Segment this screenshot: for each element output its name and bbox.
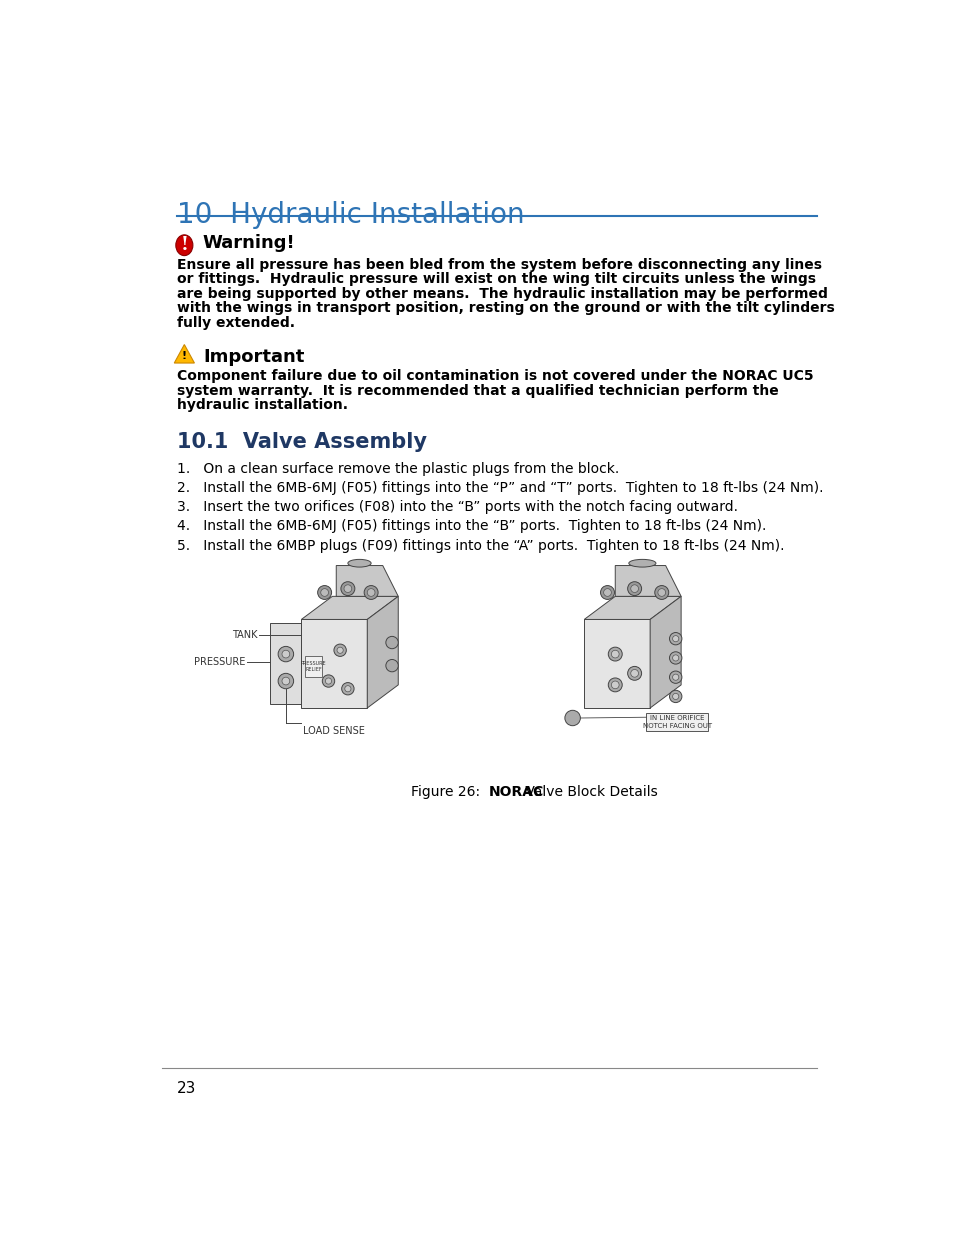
Circle shape xyxy=(608,647,621,661)
Circle shape xyxy=(669,690,681,703)
Circle shape xyxy=(325,678,332,684)
Text: PRESSURE
RELIEF: PRESSURE RELIEF xyxy=(300,661,326,672)
Text: Figure 26:: Figure 26: xyxy=(411,785,488,799)
Polygon shape xyxy=(615,566,680,597)
Polygon shape xyxy=(335,566,397,597)
Circle shape xyxy=(672,674,679,680)
Circle shape xyxy=(564,710,579,726)
FancyBboxPatch shape xyxy=(305,656,322,677)
Text: !: ! xyxy=(182,351,187,361)
Polygon shape xyxy=(583,597,680,620)
Circle shape xyxy=(627,667,641,680)
Circle shape xyxy=(322,674,335,687)
Text: 23: 23 xyxy=(177,1082,196,1097)
Text: Valve Block Details: Valve Block Details xyxy=(521,785,658,799)
Polygon shape xyxy=(367,597,397,708)
Ellipse shape xyxy=(348,559,371,567)
Text: system warranty.  It is recommended that a qualified technician perform the: system warranty. It is recommended that … xyxy=(177,384,779,398)
Text: hydraulic installation.: hydraulic installation. xyxy=(177,399,348,412)
Text: with the wings in transport position, resting on the ground or with the tilt cyl: with the wings in transport position, re… xyxy=(177,301,834,315)
Circle shape xyxy=(630,585,638,593)
Polygon shape xyxy=(649,597,680,708)
Circle shape xyxy=(385,659,397,672)
Polygon shape xyxy=(583,620,649,708)
Circle shape xyxy=(344,585,352,593)
Text: 10  Hydraulic Installation: 10 Hydraulic Installation xyxy=(177,200,524,228)
Circle shape xyxy=(672,693,679,699)
Circle shape xyxy=(344,685,351,692)
Circle shape xyxy=(278,646,294,662)
Circle shape xyxy=(611,651,618,658)
Text: Warning!: Warning! xyxy=(203,235,295,252)
Circle shape xyxy=(669,671,681,683)
Text: Important: Important xyxy=(203,348,304,367)
Circle shape xyxy=(627,582,641,595)
Text: are being supported by other means.  The hydraulic installation may be performed: are being supported by other means. The … xyxy=(177,287,827,301)
Polygon shape xyxy=(174,345,194,363)
Circle shape xyxy=(630,669,638,677)
Circle shape xyxy=(611,680,618,689)
Text: 10.1  Valve Assembly: 10.1 Valve Assembly xyxy=(177,432,427,452)
Circle shape xyxy=(603,589,611,597)
Text: IN LINE ORIFICE
NOTCH FACING OUT: IN LINE ORIFICE NOTCH FACING OUT xyxy=(642,715,711,729)
Text: TANK: TANK xyxy=(232,630,257,640)
Ellipse shape xyxy=(175,235,193,256)
Circle shape xyxy=(669,632,681,645)
FancyBboxPatch shape xyxy=(645,713,707,731)
Circle shape xyxy=(336,647,343,653)
Circle shape xyxy=(669,652,681,664)
Circle shape xyxy=(278,673,294,689)
Circle shape xyxy=(608,678,621,692)
Circle shape xyxy=(658,589,665,597)
Circle shape xyxy=(334,645,346,656)
Circle shape xyxy=(282,677,290,685)
Text: 3.   Insert the two orifices (F08) into the “B” ports with the notch facing outw: 3. Insert the two orifices (F08) into th… xyxy=(177,500,738,514)
Circle shape xyxy=(364,585,377,599)
Polygon shape xyxy=(301,597,397,620)
Text: NORAC: NORAC xyxy=(488,785,543,799)
Circle shape xyxy=(367,589,375,597)
Circle shape xyxy=(654,585,668,599)
Circle shape xyxy=(672,655,679,661)
Text: Component failure due to oil contamination is not covered under the NORAC UC5: Component failure due to oil contaminati… xyxy=(177,369,813,383)
Text: fully extended.: fully extended. xyxy=(177,316,295,330)
Text: 2.   Install the 6MB-6MJ (F05) fittings into the “P” and “T” ports.  Tighten to : 2. Install the 6MB-6MJ (F05) fittings in… xyxy=(177,480,823,495)
Text: 5.   Install the 6MBP plugs (F09) fittings into the “A” ports.  Tighten to 18 ft: 5. Install the 6MBP plugs (F09) fittings… xyxy=(177,538,784,552)
Circle shape xyxy=(282,651,290,658)
Circle shape xyxy=(385,636,397,648)
Text: Ensure all pressure has been bled from the system before disconnecting any lines: Ensure all pressure has been bled from t… xyxy=(177,258,821,272)
Text: or fittings.  Hydraulic pressure will exist on the wing tilt circuits unless the: or fittings. Hydraulic pressure will exi… xyxy=(177,272,816,287)
Circle shape xyxy=(341,683,354,695)
Text: LOAD SENSE: LOAD SENSE xyxy=(303,726,364,736)
Circle shape xyxy=(317,585,332,599)
Circle shape xyxy=(599,585,614,599)
Ellipse shape xyxy=(628,559,656,567)
Polygon shape xyxy=(270,624,301,704)
Polygon shape xyxy=(301,620,367,708)
Circle shape xyxy=(672,636,679,642)
Text: 4.   Install the 6MB-6MJ (F05) fittings into the “B” ports.  Tighten to 18 ft-lb: 4. Install the 6MB-6MJ (F05) fittings in… xyxy=(177,520,766,534)
Circle shape xyxy=(320,589,328,597)
Text: 1.   On a clean surface remove the plastic plugs from the block.: 1. On a clean surface remove the plastic… xyxy=(177,462,619,475)
Text: !: ! xyxy=(180,236,188,254)
Circle shape xyxy=(340,582,355,595)
Text: PRESSURE: PRESSURE xyxy=(194,657,245,667)
